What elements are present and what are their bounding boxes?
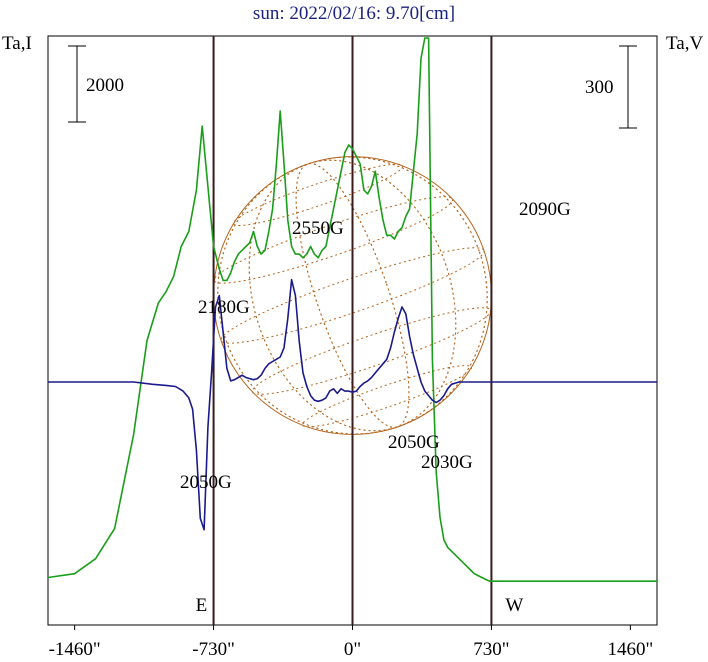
- latitude-line: [220, 247, 485, 344]
- field-annotation: 2030G: [421, 452, 473, 473]
- longitude-line: [295, 163, 410, 428]
- chart-title: sun: 2022/02/16: 9.70[cm]: [252, 3, 456, 24]
- right-axis-label: Ta,V: [666, 33, 704, 54]
- longitude-line: [217, 156, 488, 435]
- series-line-intensity: [47, 37, 657, 582]
- latitude-line: [213, 196, 454, 284]
- longitude-line: [248, 159, 457, 432]
- field-annotation: 2050G: [180, 472, 232, 493]
- x-tick-label: -1460": [48, 639, 101, 660]
- field-annotation: 2180G: [198, 297, 250, 318]
- latitude-line: [232, 163, 404, 226]
- series-line-polarization: [48, 278, 657, 531]
- latitude-line: [251, 307, 492, 395]
- scale-bars: [68, 45, 637, 129]
- x-tick-label: 730": [473, 639, 510, 660]
- right-scale-bar-value: 300: [585, 77, 614, 98]
- x-tick-label: -730": [192, 639, 235, 660]
- x-tick-label: 0": [343, 639, 362, 660]
- left-scale-bar-value: 2000: [86, 75, 124, 96]
- left-axis-label: Ta,I: [2, 33, 32, 54]
- limb-label: E: [195, 595, 208, 616]
- field-annotation: 2090G: [519, 199, 571, 220]
- limb-label: W: [505, 595, 524, 616]
- series-lines: [47, 37, 657, 582]
- x-tick-label: 1460": [607, 639, 654, 660]
- limb-lines: [212, 36, 493, 625]
- latitude-line: [301, 365, 473, 428]
- field-annotation: 2050G: [388, 432, 440, 453]
- field-annotation: 2550G: [292, 218, 344, 239]
